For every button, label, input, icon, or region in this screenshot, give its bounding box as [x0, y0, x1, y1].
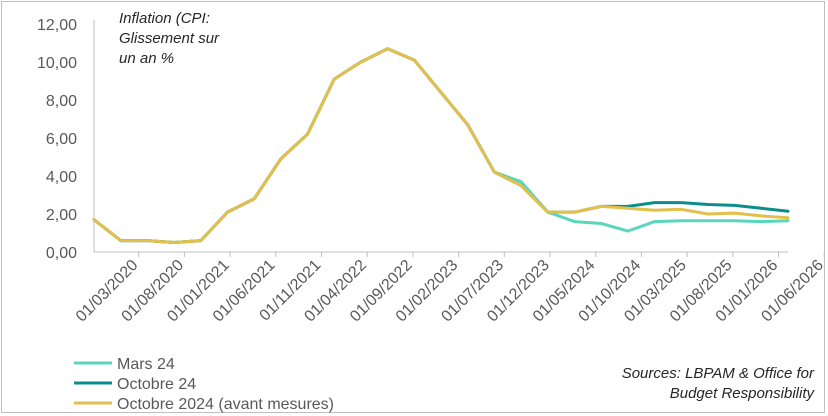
chart-title-line: Glissement sur: [119, 30, 220, 47]
y-tick-label: 4,00: [46, 169, 77, 186]
axes: [93, 20, 788, 253]
source-line: Budget Responsibility: [670, 385, 816, 402]
source-note: Sources: LBPAM & Office for Budget Respon…: [622, 365, 816, 402]
y-tick-label: 0,00: [46, 245, 77, 262]
legend: Mars 24 Octobre 24 Octobre 2024 (avant mes…: [74, 356, 334, 413]
legend-label: Mars 24: [117, 356, 175, 373]
legend-label: Octobre 24: [117, 376, 196, 393]
source-line: Sources: LBPAM & Office for: [622, 365, 815, 382]
series-line: [92, 47, 790, 244]
y-tick-label: 6,00: [46, 131, 77, 148]
x-axis-ticks: 01/03/202001/08/202001/01/202101/06/2021…: [73, 252, 827, 325]
y-axis-ticks: 0,00 2,00 4,00 6,00 8,00 10,00 12,00: [37, 17, 77, 262]
series-line: [92, 47, 790, 244]
legend-label: Octobre 2024 (avant mesures): [117, 396, 334, 413]
chart-title: Inflation (CPI: Glissement sur un an %: [119, 10, 220, 67]
y-tick-label: 10,00: [37, 55, 77, 72]
y-tick-label: 2,00: [46, 207, 77, 224]
y-tick-label: 12,00: [37, 17, 77, 34]
chart-title-line: Inflation (CPI:: [119, 10, 210, 27]
series-lines: [92, 47, 790, 244]
chart-title-line: un an %: [119, 50, 174, 67]
series-line: [92, 47, 790, 244]
y-tick-label: 8,00: [46, 93, 77, 110]
